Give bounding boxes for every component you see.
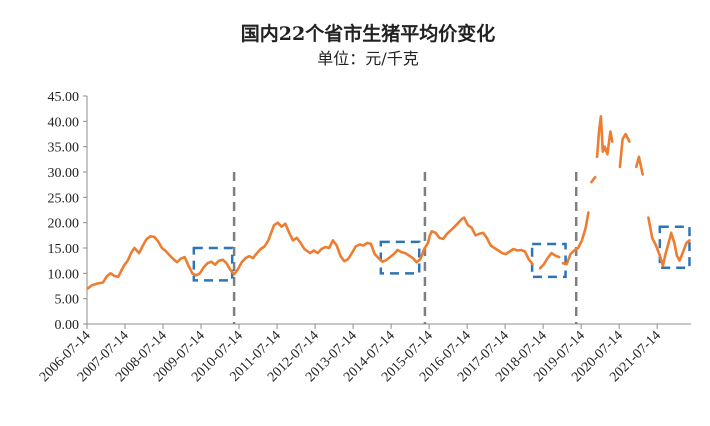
- y-tick-label: 5.00: [55, 293, 80, 308]
- y-tick-label: 0.00: [55, 318, 80, 333]
- highlight-dashed-box: [192, 246, 234, 282]
- y-tick-label: 40.00: [48, 115, 80, 130]
- chart-title: 国内22个省市生猪平均价变化: [241, 22, 495, 45]
- y-tick-label: 20.00: [48, 217, 80, 232]
- chart-subtitle: 单位：元/千克: [317, 49, 418, 68]
- plot-area: 0.00 5.00 10.00 15.00 20.00 25.00 30.00 35.00 40…: [37, 90, 691, 385]
- price-series-line: [86, 115, 691, 290]
- y-tick-label: 15.00: [48, 242, 80, 257]
- y-tick-label: 30.00: [48, 166, 80, 181]
- y-tick-label: 35.00: [48, 141, 80, 156]
- y-tick-label: 25.00: [48, 191, 80, 206]
- highlight-dashed-box: [658, 225, 691, 270]
- highlight-dashed-box: [530, 242, 567, 279]
- highlight-dashed-box: [379, 240, 421, 275]
- y-tick-label: 10.00: [48, 267, 80, 282]
- y-tick-label: 45.00: [48, 90, 80, 105]
